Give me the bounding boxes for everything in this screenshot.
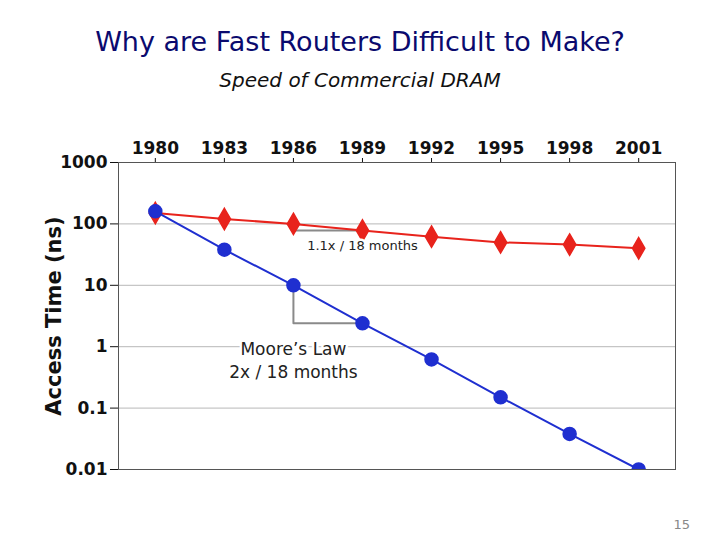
svg-text:1.1x / 18 months: 1.1x / 18 months [307, 238, 418, 253]
svg-text:Moore’s Law2x / 18 months: Moore’s Law2x / 18 months [229, 339, 358, 382]
svg-text:Access Time (ns): Access Time (ns) [42, 216, 66, 415]
html-text:Speed of Commercial DRAM: Speed of Commercial DRAM [219, 68, 501, 92]
html-text:Why are Fast Routers Difficult: Why are Fast Routers Difficult to Make? [95, 26, 625, 57]
svg-text:1983: 1983 [201, 138, 248, 158]
svg-text:1992: 1992 [408, 138, 455, 158]
svg-text:0.1: 0.1 [77, 398, 107, 418]
svg-text:1989: 1989 [339, 138, 386, 158]
svg-text:1000: 1000 [60, 152, 107, 172]
svg-text:1980: 1980 [132, 138, 179, 158]
svg-text:1: 1 [96, 336, 108, 356]
svg-text:1995: 1995 [477, 138, 524, 158]
svg-text:1998: 1998 [546, 138, 593, 158]
svg-text:100: 100 [72, 213, 108, 233]
html-text:15: 15 [673, 517, 690, 532]
svg-text:0.01: 0.01 [66, 459, 108, 479]
svg-text:2001: 2001 [615, 138, 662, 158]
svg-text:10: 10 [84, 275, 108, 295]
svg-text:1986: 1986 [270, 138, 317, 158]
